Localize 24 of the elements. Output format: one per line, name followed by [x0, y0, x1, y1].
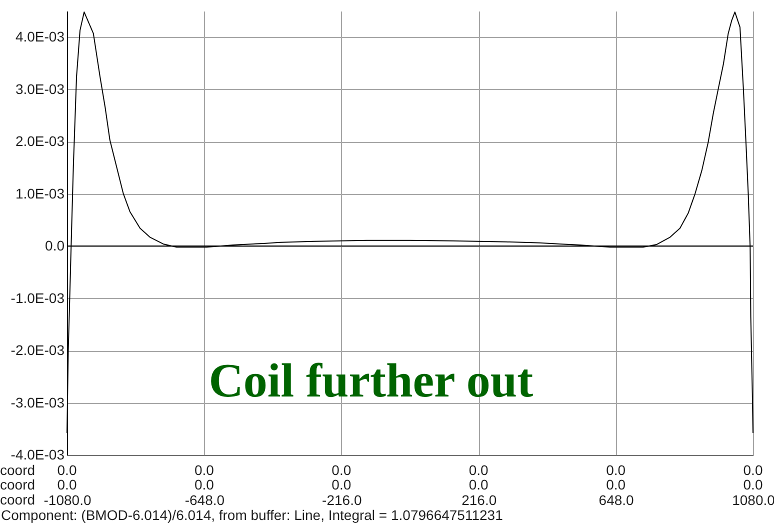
x-tick-label: -216.0: [322, 492, 362, 508]
y-tick-label: -4.0E-03: [10, 446, 65, 462]
x-tick-label: -1080.0: [44, 492, 92, 508]
y-tick-label: -2.0E-03: [10, 342, 65, 358]
y-tick-label: 4.0E-03: [15, 28, 65, 45]
x-tick-label: 1080.0: [732, 492, 774, 508]
y-tick-label: 3.0E-03: [15, 80, 65, 97]
text: 0.0 0.0: [743, 462, 763, 493]
y-tick-label: 2.0E-03: [15, 133, 65, 150]
annotation: Coil further out: [208, 354, 534, 408]
y-tick-label: -3.0E-03: [10, 394, 65, 410]
text: 0.0 0.0: [468, 462, 489, 493]
x-axis-title: coord coord coord: [0, 462, 36, 508]
y-tick-label: 1.0E-03: [15, 185, 65, 202]
text: 0.0 0.0: [606, 462, 626, 493]
y-tick-label: -1.0E-03: [10, 290, 65, 306]
text: 0.0 0.0: [332, 462, 352, 493]
x-tick-label: 216.0: [462, 492, 497, 508]
x-tick-label: -648.0: [184, 492, 225, 508]
text: 0.0 0.0: [194, 462, 214, 493]
text: 0.0 0.0: [57, 462, 77, 493]
y-tick-label: 0.0: [45, 238, 65, 254]
x-tick-label: 648.0: [598, 492, 634, 508]
text: Component: (BMOD-6.014)/6.014, from buffer: Line, Integral = 1.0796647511231: [1, 507, 504, 523]
